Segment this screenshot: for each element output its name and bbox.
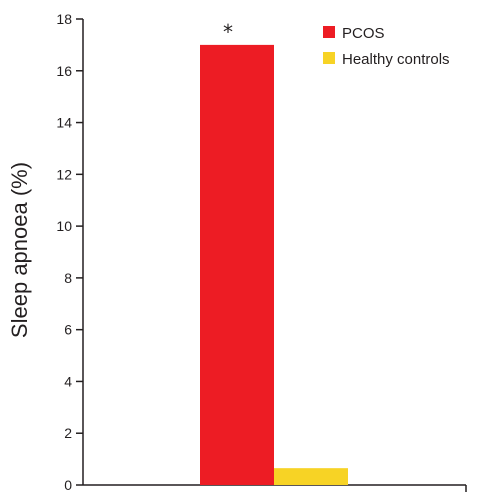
- y-tick-label: 12: [56, 166, 72, 182]
- y-tick-label: 16: [56, 63, 72, 79]
- y-axis-title: Sleep apnoea (%): [7, 162, 32, 338]
- legend: PCOS Healthy controls: [323, 25, 450, 68]
- y-tick-label: 14: [56, 115, 72, 131]
- y-tick-label: 2: [64, 425, 72, 441]
- y-tick-label: 18: [56, 11, 72, 27]
- bars: [200, 44, 348, 486]
- y-tick-label: 6: [64, 322, 72, 338]
- y-tick-label: 10: [56, 218, 72, 234]
- bar-healthy-controls: [274, 468, 348, 485]
- legend-swatch: [323, 52, 335, 64]
- legend-swatch: [323, 26, 335, 38]
- x-axis: [83, 484, 467, 492]
- significance-marker: *: [223, 20, 233, 44]
- y-tick-label: 8: [64, 270, 72, 286]
- y-tick-label: 0: [64, 477, 72, 493]
- legend-label: Healthy controls: [342, 51, 450, 68]
- y-axis: 0 2 4 6 8 10 12 14 16 18: [56, 11, 84, 493]
- legend-label: PCOS: [342, 25, 385, 42]
- annotations: *: [223, 20, 233, 44]
- bar-pcos: [200, 44, 274, 486]
- y-tick-label: 4: [64, 373, 72, 389]
